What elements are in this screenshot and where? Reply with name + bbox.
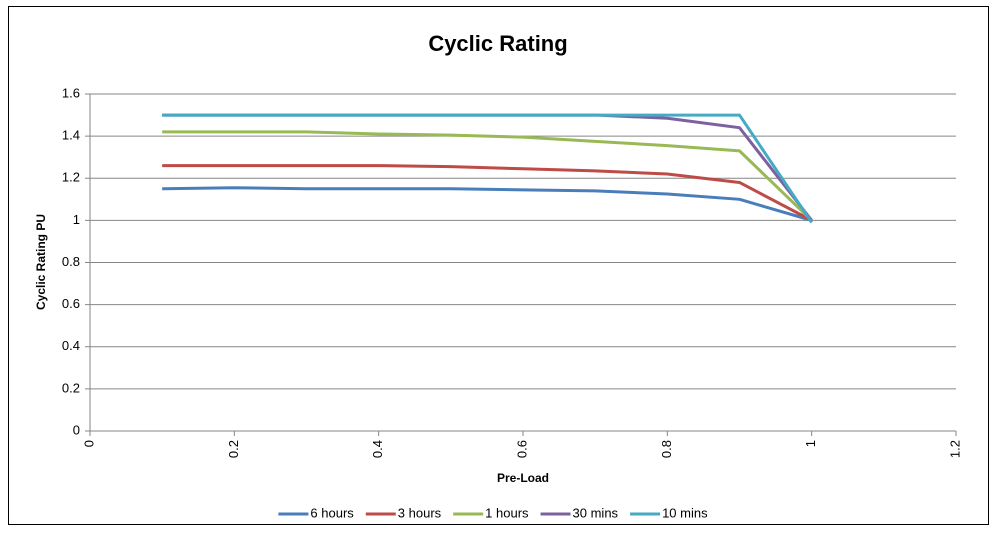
y-tick-label: 1: [73, 212, 80, 227]
x-tick-label: 0.8: [659, 440, 674, 458]
legend-label: 3 hours: [398, 505, 442, 520]
legend-label: 30 mins: [573, 505, 619, 520]
x-tick-label: 1.2: [947, 440, 962, 458]
series-line: [162, 130, 813, 222]
series-line: [162, 164, 813, 222]
chart-border: [8, 6, 989, 525]
x-tick-label: 0: [81, 440, 96, 447]
series-line: [162, 186, 813, 222]
y-tick-label: 0.6: [62, 296, 80, 311]
y-tick-label: 0.2: [62, 380, 80, 395]
y-tick-label: 1.4: [62, 128, 80, 143]
x-tick-label: 0.2: [226, 440, 241, 458]
legend-label: 10 mins: [662, 505, 708, 520]
x-tick-label: 0.6: [514, 440, 529, 458]
y-tick-label: 0.8: [62, 254, 80, 269]
x-tick-label: 0.4: [370, 440, 385, 458]
y-tick-label: 0: [73, 422, 80, 437]
series-line: [162, 113, 813, 224]
legend-label: 6 hours: [310, 505, 354, 520]
y-axis-label: Cyclic Rating PU: [34, 214, 48, 310]
y-tick-label: 1.2: [62, 170, 80, 185]
y-tick-label: 1.6: [62, 85, 80, 100]
x-tick-label: 1: [803, 440, 818, 447]
legend-label: 1 hours: [485, 505, 529, 520]
y-tick-label: 0.4: [62, 338, 80, 353]
chart-title: Cyclic Rating: [428, 31, 567, 56]
x-axis-label: Pre-Load: [497, 471, 549, 485]
